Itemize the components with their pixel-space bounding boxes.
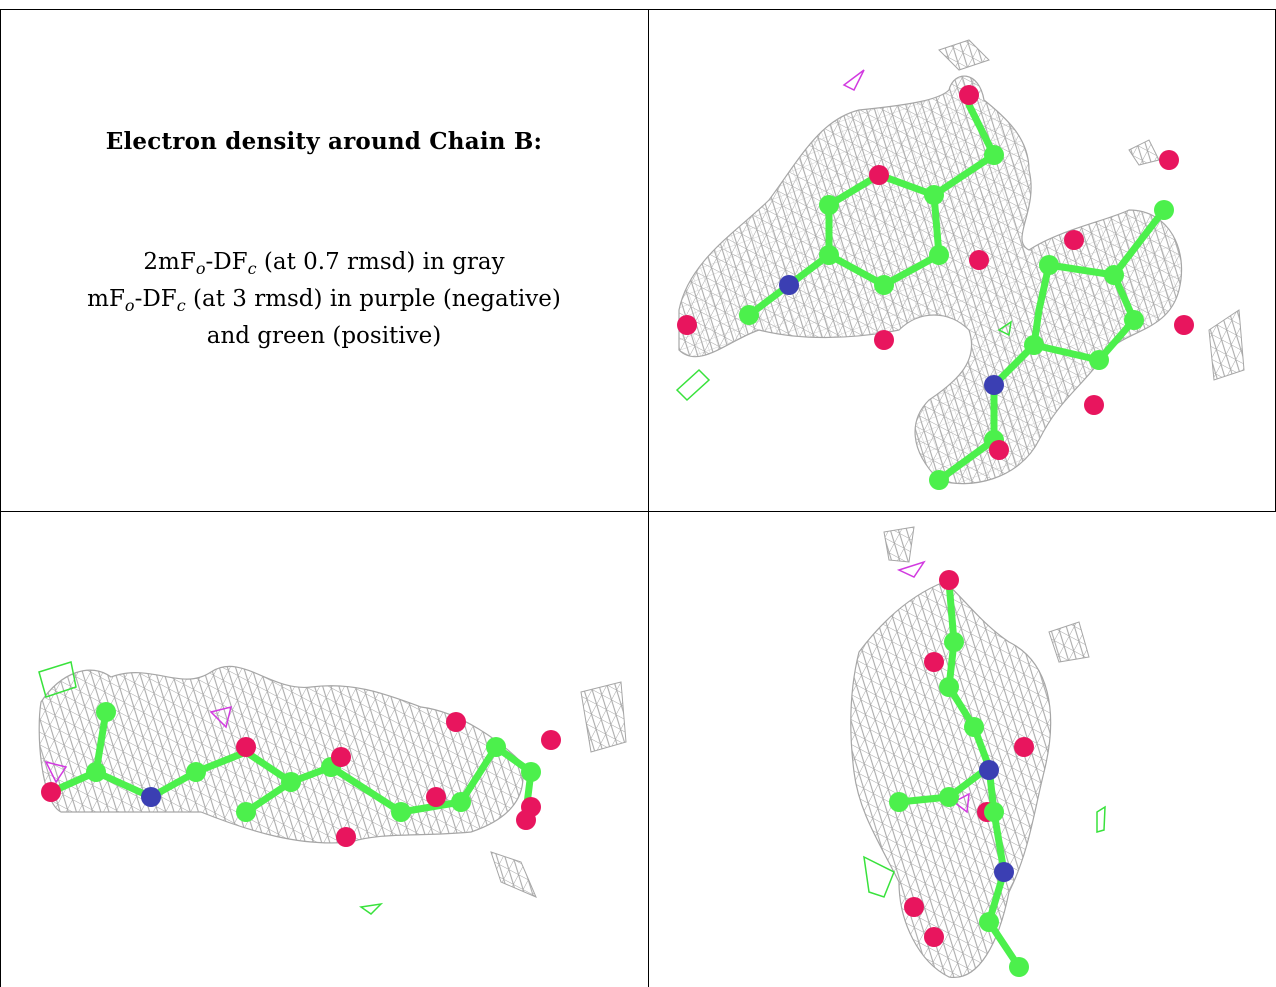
positive-density-blob [863,805,1106,898]
density-view-bottom-right [649,512,1276,987]
center-rule [648,9,649,987]
legend-line-fofc: mFo-DFc (at 3 rmsd) in purple (negative) [87,286,561,315]
caption-title: Electron density around Chain B: [105,128,543,155]
electron-density-mesh [850,526,1090,978]
ligand-atoms [889,570,1034,977]
electron-density-mesh [38,665,627,898]
density-view-top-right [649,10,1275,511]
ligand-atoms [677,85,1194,490]
negative-density-blob [44,705,233,784]
left-rule [0,9,1,987]
middle-rule [0,511,1276,512]
negative-density-blob [842,69,865,92]
legend-line-positive: and green (positive) [206,323,442,349]
density-view-bottom-left [1,512,648,987]
legend-line-2fofc: 2mFo-DFc (at 0.7 rmsd) in gray [143,249,505,278]
electron-density-mesh [678,39,1245,485]
negative-density-blob [896,560,970,814]
caption-description: 2mFo-DFc (at 0.7 rmsd) in gray mFo-DFc (… [0,244,648,355]
ligand-atoms [41,702,561,847]
positive-density-blob [38,661,384,915]
positive-density-blob [675,320,1013,402]
top-rule [0,9,1276,10]
